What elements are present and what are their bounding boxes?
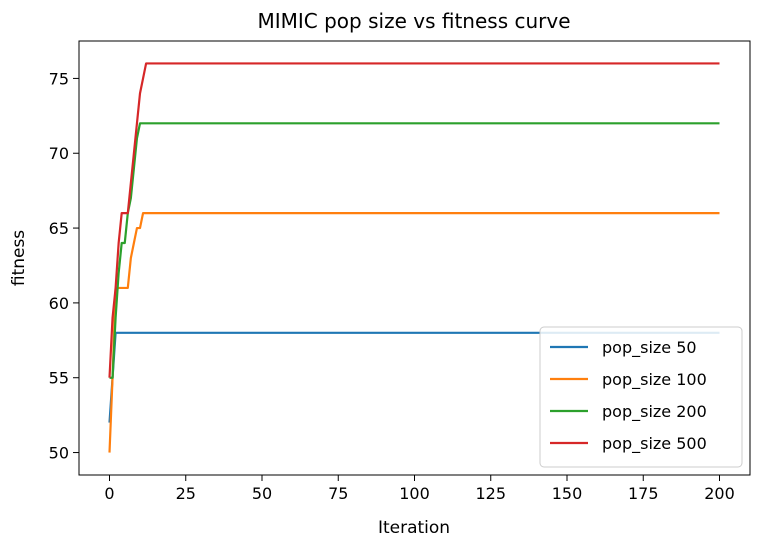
x-axis-label: Iteration [378, 518, 450, 538]
series-line-3 [108, 62, 720, 378]
y-tick-label-5: 75 [49, 69, 69, 88]
legend: pop_size 50 pop_size 100 pop_size 200 pop_s… [539, 326, 743, 468]
legend-label-0: pop_size 50 [602, 338, 697, 358]
x-tick-label-1: 25 [176, 484, 196, 503]
y-tick-label-0: 50 [49, 444, 69, 463]
x-tick-label-8: 200 [704, 484, 735, 503]
series-layer [108, 62, 720, 453]
x-tick-label-7: 175 [628, 484, 659, 503]
x-tick-label-3: 75 [328, 484, 348, 503]
y-axis: 50 55 60 65 70 75 [49, 69, 79, 463]
x-tick-label-2: 50 [252, 484, 272, 503]
x-tick-label-6: 150 [552, 484, 583, 503]
y-tick-label-1: 55 [49, 369, 69, 388]
y-tick-label-2: 60 [49, 294, 69, 313]
y-tick-label-3: 65 [49, 219, 69, 238]
legend-label-2: pop_size 200 [602, 402, 707, 422]
legend-label-3: pop_size 500 [602, 434, 707, 454]
chart-title: MIMIC pop size vs fitness curve [257, 9, 570, 33]
legend-label-1: pop_size 100 [602, 370, 707, 390]
x-axis: 0 25 50 75 100 125 150 175 200 [104, 475, 735, 503]
x-tick-label-4: 100 [399, 484, 430, 503]
series-line-2 [109, 122, 720, 379]
x-tick-label-0: 0 [104, 484, 114, 503]
y-tick-label-4: 70 [49, 144, 69, 163]
x-tick-label-5: 125 [475, 484, 506, 503]
y-axis-label: fitness [9, 230, 29, 286]
legend-box [539, 326, 743, 468]
